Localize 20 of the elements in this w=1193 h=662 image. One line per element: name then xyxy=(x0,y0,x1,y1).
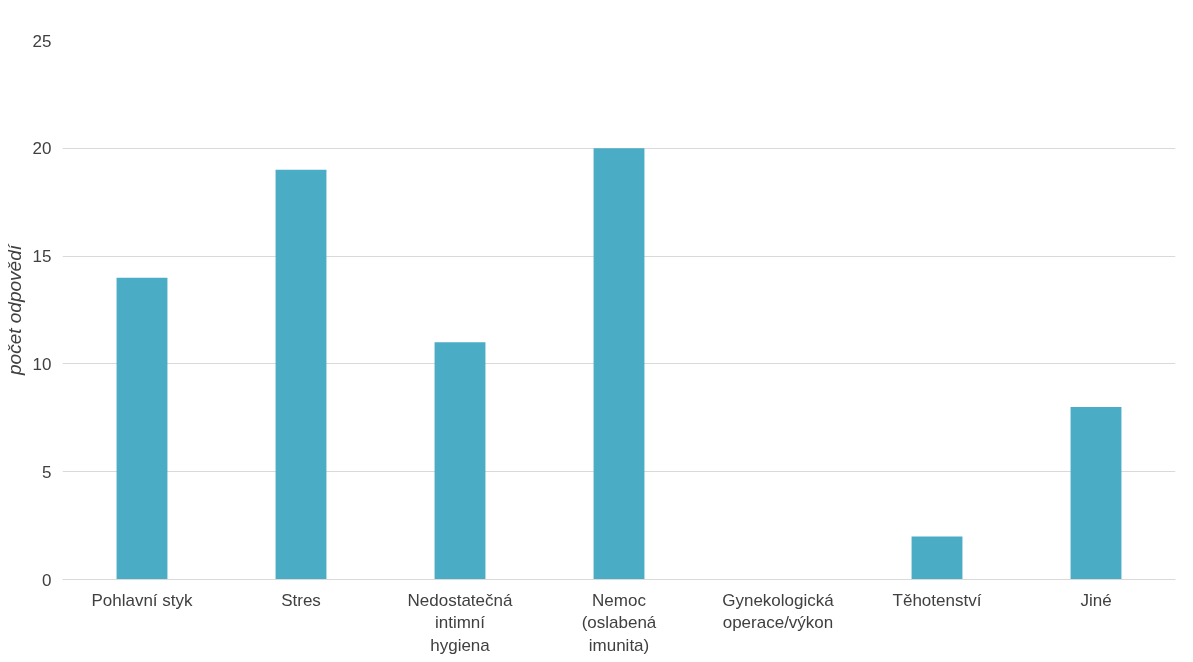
bar xyxy=(593,148,645,580)
bar xyxy=(275,169,327,580)
bar xyxy=(434,342,486,580)
bar xyxy=(911,536,963,580)
bar xyxy=(116,277,168,580)
y-tick-label: 5 xyxy=(42,462,52,482)
y-axis-title: počet odpovědí xyxy=(3,243,25,376)
x-tick-label: Pohlavní styk xyxy=(91,590,194,610)
y-tick-label: 10 xyxy=(32,354,52,374)
y-tick-label: 20 xyxy=(32,139,52,159)
x-tick-label: Stres xyxy=(281,590,321,610)
y-tick-label: 15 xyxy=(32,247,52,267)
bar xyxy=(1070,407,1122,580)
y-tick-label: 0 xyxy=(42,570,52,590)
x-tick-label: Těhotenství xyxy=(892,590,982,610)
x-tick-label: Nedostatečná intimní hygiena xyxy=(407,590,513,656)
y-tick-label: 25 xyxy=(32,31,52,51)
x-tick-label: Jiné xyxy=(1080,590,1112,610)
x-tick-label: Gynekologická operace/výkon xyxy=(722,590,835,633)
x-tick-label: Nemoc (oslabená imunita) xyxy=(581,590,657,656)
